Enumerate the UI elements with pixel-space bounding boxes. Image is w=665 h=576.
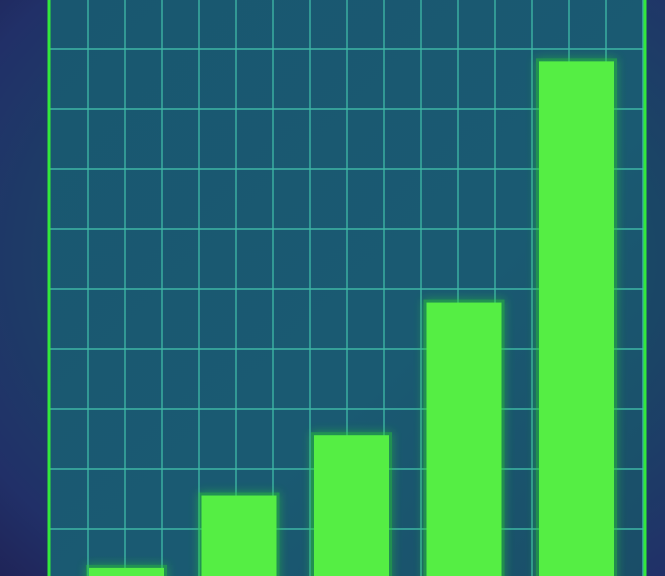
bar [426,302,502,576]
bar-series [86,58,617,576]
bar [201,495,277,576]
bar [539,61,614,576]
bar [89,567,164,576]
bar [314,435,389,576]
chart-frame [44,0,650,576]
